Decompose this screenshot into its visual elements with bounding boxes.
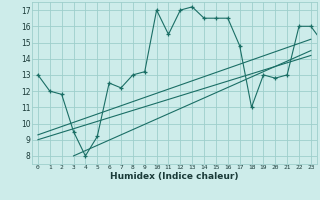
X-axis label: Humidex (Indice chaleur): Humidex (Indice chaleur) bbox=[110, 172, 239, 181]
